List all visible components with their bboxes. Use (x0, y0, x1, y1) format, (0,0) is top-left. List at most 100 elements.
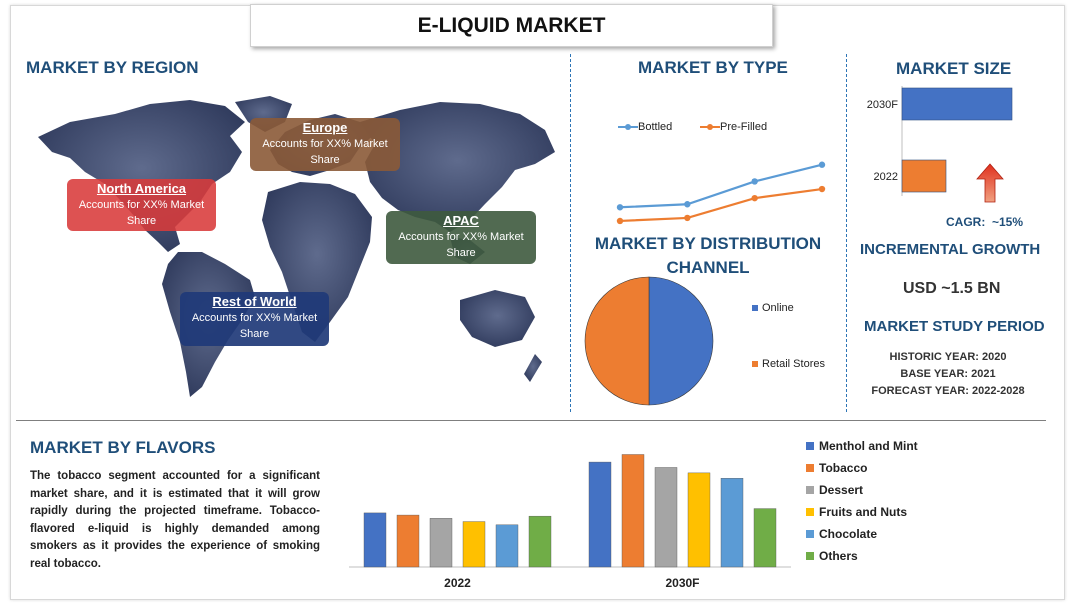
legend-chocolate: Chocolate (806, 523, 918, 545)
region-share: Accounts for XX% Market Share (398, 231, 524, 259)
legend-swatch (806, 442, 814, 450)
region-north-america: North America Accounts for XX% Market Sh… (67, 179, 216, 231)
cagr-value: ~15% (992, 215, 1024, 229)
page-title: E-LIQUID MARKET (250, 4, 773, 47)
market-size-chart: 2030F 2022 (867, 86, 1013, 196)
divider-horizontal (16, 420, 1046, 421)
legend-swatch (806, 552, 814, 560)
divider-right (846, 54, 847, 412)
legend-label: Dessert (819, 483, 864, 497)
size-bar-2022 (901, 159, 947, 193)
line-point (818, 185, 826, 193)
region-name: North America (96, 181, 187, 196)
map-north-america (38, 100, 245, 252)
line-point (684, 201, 691, 208)
legend-dessert: Dessert (806, 479, 918, 501)
incremental-growth-value: USD ~1.5 BN (903, 280, 1001, 297)
size-category-label: 2022 (874, 171, 898, 183)
legend-line-icon (618, 124, 638, 130)
legend-label: Retail Stores (762, 358, 825, 370)
line-point (684, 214, 691, 222)
line-point (751, 178, 758, 185)
flavor-bar-2022-4 (495, 524, 519, 568)
legend-others: Others (806, 545, 918, 567)
legend-label: Tobacco (819, 461, 868, 475)
region-share: Accounts for XX% Market Share (262, 138, 388, 166)
flavor-bar-2030F-0 (588, 461, 612, 568)
divider-left (570, 54, 571, 412)
region-rest-of-world: Rest of World Accounts for XX% Market Sh… (180, 292, 329, 346)
base-year: BASE YEAR: 2021 (900, 368, 996, 380)
region-name: Europe (302, 120, 348, 135)
pie-legend-online: Online (752, 302, 794, 314)
line-point (751, 194, 758, 202)
flavor-bar-2030F-5 (753, 508, 777, 568)
flavors-description: The tobacco segment accounted for a sign… (30, 470, 320, 570)
pie-slice-0 (648, 276, 714, 406)
flavor-category-label: 2022 (444, 576, 471, 590)
map-asia (360, 102, 555, 232)
type-section-title: MARKET BY TYPE (638, 58, 788, 77)
legend-label: Bottled (638, 121, 673, 133)
map-nz (524, 354, 542, 382)
flavor-bar-2030F-1 (621, 454, 645, 568)
region-apac: APAC Accounts for XX% Market Share (386, 211, 536, 264)
flavors-bar-chart: 2022 2030F (349, 454, 791, 590)
type-legend-prefilled: Pre-Filled (700, 121, 767, 133)
flavor-bar-2022-2 (429, 518, 453, 568)
legend-swatch (806, 530, 814, 538)
forecast-year: FORECAST YEAR: 2022-2028 (871, 385, 1025, 397)
legend-swatch (806, 486, 814, 494)
pie-legend-retail: Retail Stores (752, 358, 825, 370)
legend-tobacco: Tobacco (806, 457, 918, 479)
flavor-bar-2022-1 (396, 514, 420, 568)
flavor-bar-2030F-2 (654, 467, 678, 568)
legend-label: Pre-Filled (720, 121, 768, 133)
map-australia (460, 290, 535, 347)
legend-label: Menthol and Mint (819, 439, 918, 453)
flavors-legend: Menthol and Mint Tobacco Dessert Fruits … (806, 435, 918, 567)
line-series-0 (619, 163, 823, 209)
legend-line-icon (700, 124, 720, 130)
region-name: Rest of World (212, 294, 297, 309)
study-period-title: MARKET STUDY PERIOD (864, 318, 1045, 335)
flavor-bar-2022-0 (363, 512, 387, 568)
region-section-title: MARKET BY REGION (26, 58, 199, 77)
historic-year: HISTORIC YEAR: 2020 (889, 351, 1007, 363)
incremental-growth-title: INCREMENTAL GROWTH (860, 241, 1041, 258)
distribution-section-title: MARKET BY DISTRIBUTION CHANNEL (594, 234, 822, 277)
line-point (818, 161, 826, 168)
line-point (616, 204, 624, 211)
line-series-1 (619, 187, 823, 223)
legend-swatch (806, 508, 814, 516)
size-bar-2030F (901, 87, 1013, 121)
region-share: Accounts for XX% Market Share (78, 199, 205, 227)
region-share: Accounts for XX% Market Share (191, 312, 318, 340)
legend-menthol: Menthol and Mint (806, 435, 918, 457)
type-legend-bottled: Bottled (618, 121, 672, 133)
flavor-category-label: 2030F (665, 576, 699, 590)
type-line-chart (616, 161, 826, 225)
legend-label: Chocolate (819, 527, 878, 541)
flavors-section-title: MARKET BY FLAVORS (30, 438, 216, 457)
legend-swatch (752, 305, 758, 311)
legend-swatch (752, 361, 758, 367)
line-point (616, 217, 624, 225)
legend-label: Others (819, 549, 858, 563)
legend-swatch (806, 464, 814, 472)
region-name: APAC (443, 213, 479, 228)
flavor-bar-2030F-4 (720, 478, 744, 568)
map-africa (262, 182, 372, 342)
distribution-pie-chart (584, 276, 714, 406)
flavor-bar-2022-5 (528, 515, 552, 568)
legend-label: Fruits and Nuts (819, 505, 908, 519)
flavor-bar-2030F-3 (687, 472, 711, 568)
up-arrow-icon (976, 163, 1004, 203)
region-europe: Europe Accounts for XX% Market Share (250, 118, 400, 171)
pie-slice-1 (584, 276, 650, 406)
flavor-bar-2022-3 (462, 521, 486, 568)
study-period-list: HISTORIC YEAR: 2020 BASE YEAR: 2021 FORE… (852, 349, 1044, 400)
legend-label: Online (762, 302, 794, 314)
size-category-label: 2030F (867, 99, 898, 111)
cagr-label: CAGR: (946, 215, 986, 229)
